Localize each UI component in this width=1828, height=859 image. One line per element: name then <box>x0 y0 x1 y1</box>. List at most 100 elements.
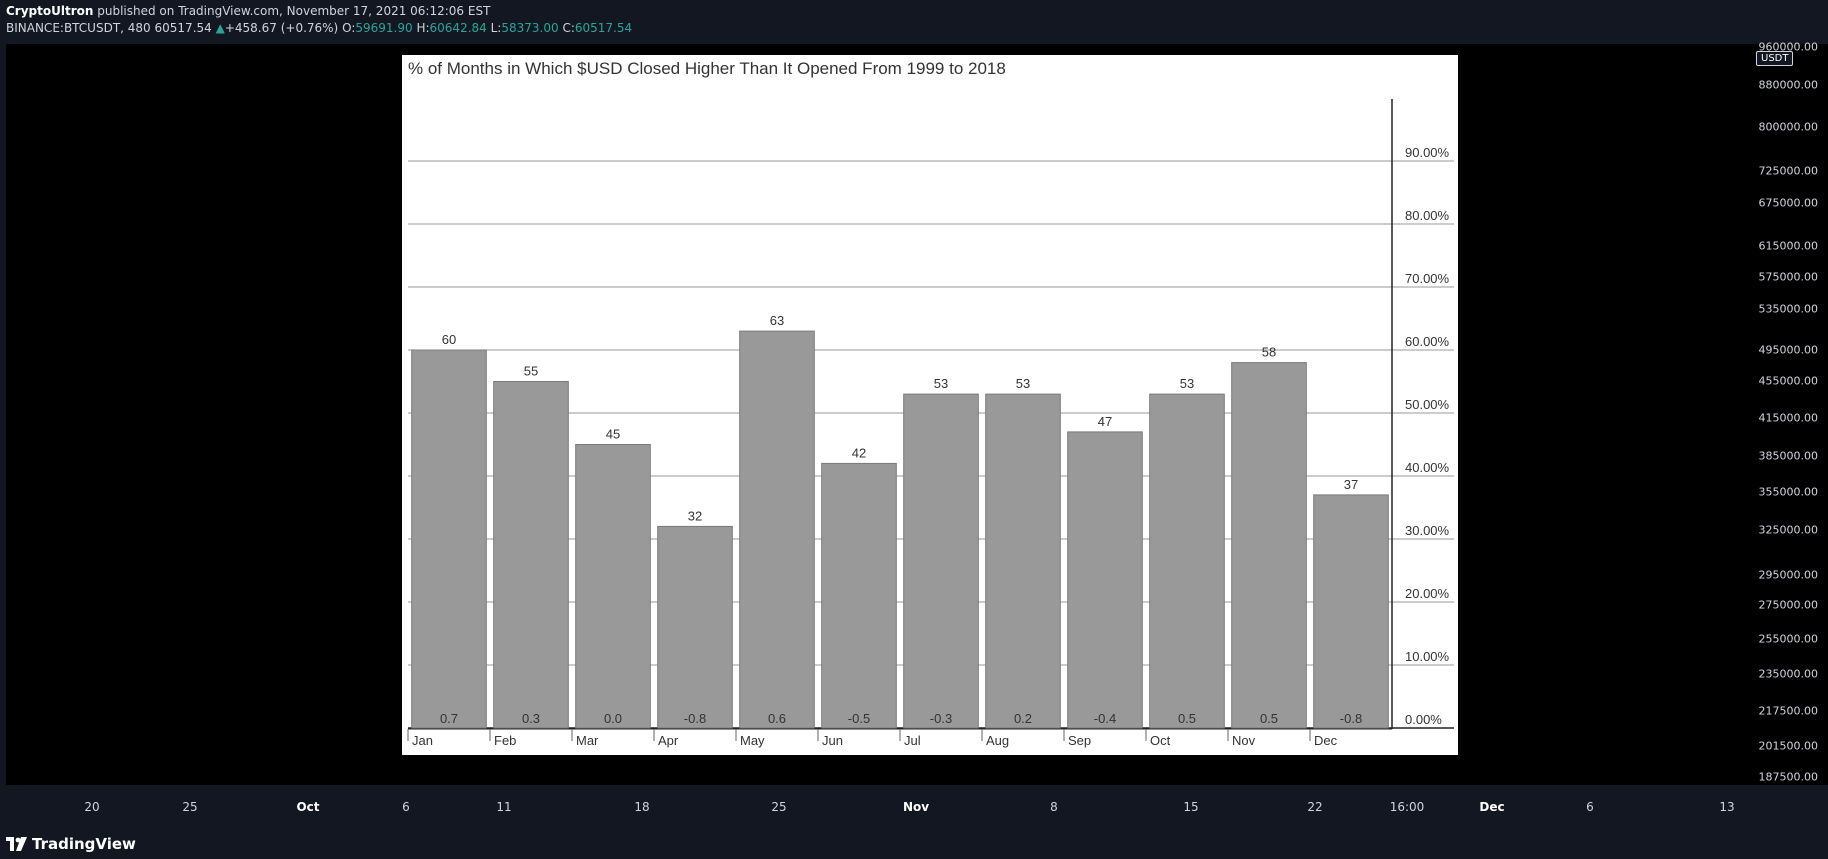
x-tick-label: Mar <box>576 733 599 748</box>
last-price: 60517.54 <box>154 21 212 35</box>
publish-text: published on TradingView.com, November 1… <box>97 4 491 18</box>
price-label: 235000.00 <box>1758 667 1819 681</box>
bar-value-label: 58 <box>1262 345 1276 360</box>
open-label: O: <box>342 21 356 35</box>
high-value: 60642.84 <box>429 21 487 35</box>
x-tick-label: May <box>740 733 765 748</box>
price-label: 960000.00 <box>1758 40 1819 54</box>
y-tick-label: 70.00% <box>1405 271 1450 286</box>
x-tick-label: Nov <box>1232 733 1256 748</box>
x-tick-label: Jun <box>822 733 843 748</box>
header-bar: CryptoUltron published on TradingView.co… <box>0 0 1828 44</box>
bar-bottom-label: 0.3 <box>522 711 540 726</box>
price-label: 800000.00 <box>1758 120 1819 134</box>
price-label: 325000.00 <box>1758 523 1819 537</box>
brand-name: TradingView <box>32 835 136 853</box>
bar <box>821 462 897 729</box>
tradingview-logo-icon <box>6 837 27 851</box>
bar-chart: 0.00% 10.00% 20.00% 30.00% 40.00% 50.00% 60.00… <box>407 99 1454 748</box>
bar <box>657 525 733 729</box>
bar-bottom-label: 0.2 <box>1014 711 1032 726</box>
bar-value-label: 37 <box>1344 477 1358 492</box>
bar <box>985 393 1061 729</box>
price-label: 725000.00 <box>1758 164 1819 178</box>
bar-bottom-label: 0.7 <box>440 711 458 726</box>
bar-bottom-label: 0.5 <box>1178 711 1196 726</box>
bar-bottom-label: -0.8 <box>684 711 706 726</box>
bar-value-label: 53 <box>934 376 948 391</box>
time-label: 11 <box>496 800 512 814</box>
bar <box>1313 494 1389 729</box>
time-label: 13 <box>1719 800 1735 814</box>
bar-bottom-label: -0.4 <box>1094 711 1116 726</box>
x-tick-label: Feb <box>494 733 516 748</box>
bar-bottom-label: 0.0 <box>604 711 622 726</box>
y-tick-label: 40.00% <box>1405 460 1450 475</box>
bar <box>739 330 815 729</box>
author-name[interactable]: CryptoUltron <box>6 4 94 18</box>
bar-value-label: 60 <box>442 332 456 347</box>
x-tick-label: Jan <box>412 733 433 748</box>
high-label: H: <box>416 21 430 35</box>
price-scale[interactable]: 960000.00 880000.00 800000.00 725000.00 6750… <box>1742 40 1828 785</box>
chart-title: % of Months in Which $USD Closed Higher … <box>408 59 1006 78</box>
footer: TradingView <box>0 829 1828 859</box>
x-tick-label: Sep <box>1068 733 1091 748</box>
bar-value-label: 47 <box>1098 414 1112 429</box>
price-label: 255000.00 <box>1758 632 1819 646</box>
price-label: 575000.00 <box>1758 270 1819 284</box>
price-label: 535000.00 <box>1758 302 1819 316</box>
y-tick-label: 90.00% <box>1405 145 1450 160</box>
x-tick-label: Aug <box>986 733 1009 748</box>
time-axis[interactable]: 20 25 Oct 6 11 18 25 Nov 8 15 22 16:00 Dec 6 13 <box>0 785 1828 829</box>
bar <box>575 444 651 729</box>
bar-bottom-label: -0.3 <box>930 711 952 726</box>
time-label: 25 <box>771 800 787 814</box>
time-label: 25 <box>182 800 198 814</box>
symbol-name[interactable]: BINANCE:BTCUSDT, 480 <box>6 21 151 35</box>
bar <box>903 393 979 729</box>
time-label: Dec <box>1479 800 1505 814</box>
y-tick-label: 0.00% <box>1405 712 1442 727</box>
bar-value-label: 63 <box>770 313 784 328</box>
time-label: 16:00 <box>1389 800 1425 814</box>
price-label: 675000.00 <box>1758 196 1819 210</box>
tradingview-logo[interactable]: TradingView <box>6 835 136 853</box>
publish-info: CryptoUltron published on TradingView.co… <box>6 4 490 18</box>
price-label: 495000.00 <box>1758 343 1819 357</box>
open-value: 59691.90 <box>355 21 413 35</box>
price-label: 217500.00 <box>1758 704 1819 718</box>
price-label: 355000.00 <box>1758 485 1819 499</box>
low-label: L: <box>490 21 502 35</box>
price-label: 295000.00 <box>1758 568 1819 582</box>
bar <box>1231 362 1307 729</box>
time-label: 15 <box>1183 800 1199 814</box>
bar-bottom-label: 0.6 <box>768 711 786 726</box>
up-arrow-icon: ▲ <box>215 21 225 35</box>
price-label: 201500.00 <box>1758 739 1819 753</box>
close-value: 60517.54 <box>574 21 633 35</box>
symbol-info: BINANCE:BTCUSDT, 480 60517.54 ▲+458.67 (… <box>6 21 632 35</box>
y-tick-label: 50.00% <box>1405 397 1450 412</box>
price-change: +458.67 (+0.76%) <box>224 21 339 35</box>
x-tick-label: Oct <box>1150 733 1171 748</box>
bar-value-label: 32 <box>688 508 702 523</box>
bar-bottom-label: 0.5 <box>1260 711 1278 726</box>
x-tick-label: Dec <box>1314 733 1338 748</box>
close-label: C: <box>562 21 575 35</box>
embedded-chart-image: % of Months in Which $USD Closed Higher … <box>402 55 1458 755</box>
price-label: 187500.00 <box>1758 770 1819 784</box>
y-tick-label: 10.00% <box>1405 649 1450 664</box>
time-label: 22 <box>1307 800 1323 814</box>
y-tick-label: 30.00% <box>1405 523 1450 538</box>
price-label: 385000.00 <box>1758 449 1819 463</box>
time-label: 20 <box>84 800 100 814</box>
price-label: 880000.00 <box>1758 78 1819 92</box>
y-tick-label: 80.00% <box>1405 208 1450 223</box>
time-label: 6 <box>402 800 410 814</box>
bar <box>411 349 487 729</box>
price-label: 615000.00 <box>1758 239 1819 253</box>
bar-value-label: 53 <box>1016 376 1030 391</box>
currency-badge: USDT <box>1756 51 1794 66</box>
price-label: 415000.00 <box>1758 411 1819 425</box>
